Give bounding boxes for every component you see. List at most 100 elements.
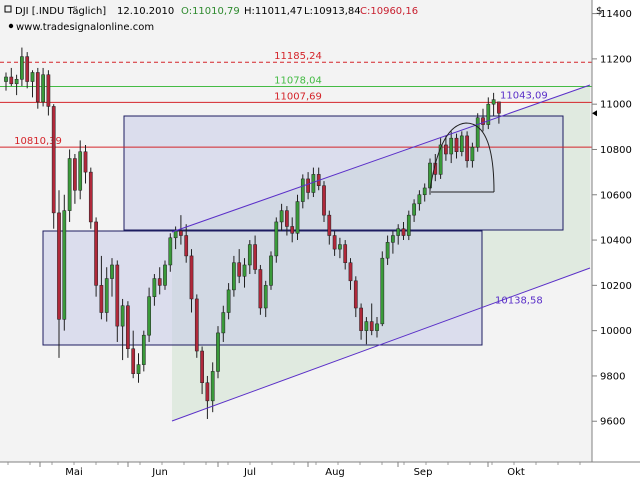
candle-up — [417, 194, 422, 205]
candle-up — [30, 72, 35, 82]
candle-up — [163, 264, 167, 286]
price-tick-label: 11000 — [600, 100, 632, 111]
header-close: C:10960,16 — [360, 6, 418, 17]
month-label: Jul — [243, 467, 256, 478]
candle-down — [306, 178, 310, 193]
candle-down — [131, 348, 136, 374]
candle-down — [401, 228, 406, 236]
month-label: Mai — [65, 467, 83, 478]
candle-down — [237, 262, 242, 277]
candle-up — [422, 187, 427, 196]
candle-up — [449, 137, 454, 155]
candle-up — [412, 203, 416, 216]
header-low: L:10913,84 — [304, 6, 361, 17]
candle-down — [253, 244, 257, 270]
chart-header: DJI [.INDU Täglich] 12.10.2010 O:11010,7… — [4, 5, 418, 33]
candle-up — [396, 228, 401, 236]
candle-down — [465, 135, 469, 162]
month-label: Sep — [414, 467, 433, 478]
candle-up — [232, 262, 236, 291]
candle-down — [343, 244, 348, 263]
candle-up — [216, 332, 220, 372]
candle-down — [25, 56, 30, 82]
level-label-3: 10810,39 — [14, 136, 62, 147]
candle-up — [226, 289, 231, 313]
candle-down — [46, 74, 51, 107]
candle-down — [189, 255, 194, 300]
month-label: Aug — [325, 467, 345, 478]
candle-down — [51, 106, 56, 214]
channel-label-0: 11043,09 — [500, 90, 548, 101]
candle-down — [179, 230, 183, 236]
candle-up — [364, 321, 369, 331]
candle-down — [184, 235, 189, 257]
candle-up — [152, 278, 157, 297]
price-tick-label: 10400 — [600, 236, 632, 247]
candle-up — [295, 201, 300, 234]
candle-down — [332, 235, 337, 250]
candle-up — [173, 230, 178, 239]
candle-down — [497, 101, 501, 114]
candle-up — [67, 158, 72, 211]
candle-up — [41, 74, 45, 103]
month-label: Okt — [507, 467, 525, 478]
currency-label: $ — [596, 6, 602, 17]
header-symbol: DJI [.INDU Täglich] — [15, 6, 106, 17]
candle-down — [126, 305, 130, 350]
price-axis-background — [592, 0, 640, 462]
candle-down — [348, 262, 353, 282]
level-label-0: 11185,24 — [274, 51, 322, 62]
channel-upper-line — [171, 84, 591, 233]
candle-up — [438, 144, 443, 175]
candle-down — [258, 269, 263, 309]
candle-down — [35, 72, 40, 103]
candle-down — [290, 226, 295, 234]
header-marker-square — [4, 5, 12, 13]
price-tick-label: 10000 — [600, 326, 632, 337]
candle-up — [486, 103, 491, 125]
candle-down — [205, 382, 210, 402]
candle-down — [157, 278, 162, 286]
candle-up — [14, 79, 19, 85]
candle-up — [242, 264, 247, 277]
candle-up — [4, 76, 8, 82]
candle-down — [88, 171, 93, 223]
candle-up — [475, 117, 480, 148]
candle-up — [470, 146, 475, 162]
candle-up — [311, 174, 316, 193]
watermark-url: www.tradesignalonline.com — [16, 22, 154, 33]
candle-up — [491, 99, 496, 105]
candle-up — [338, 244, 342, 250]
candle-up — [104, 278, 109, 313]
candle-up — [20, 56, 24, 80]
price-tick-label: 9600 — [600, 417, 625, 428]
channel-label-1: 10138,58 — [495, 295, 543, 306]
range-box-lower — [42, 230, 483, 346]
candle-up — [375, 323, 379, 331]
channel-lower-line — [171, 267, 591, 422]
candle-up — [221, 312, 226, 334]
candle-down — [353, 280, 358, 309]
candle-up — [269, 255, 273, 286]
candle-up — [274, 221, 279, 257]
candle-up — [459, 135, 464, 152]
candle-up — [141, 334, 146, 365]
watermark-bullet — [8, 23, 14, 29]
price-tick-label: 10200 — [600, 281, 632, 292]
price-tick-label: 11400 — [600, 9, 632, 20]
candle-down — [94, 221, 98, 286]
candle-up — [247, 244, 252, 266]
level-label-1: 11078,04 — [274, 76, 322, 87]
price-tick-label: 10800 — [600, 145, 632, 156]
candle-up — [391, 235, 395, 243]
header-high: H:11011,47 — [244, 6, 303, 17]
last-price-marker — [592, 110, 597, 117]
candle-up — [62, 210, 67, 320]
candle-down — [9, 76, 14, 85]
candle-down — [481, 117, 485, 125]
price-tick-label: 11200 — [600, 54, 632, 65]
candle-down — [57, 212, 61, 320]
candle-down — [369, 321, 374, 331]
